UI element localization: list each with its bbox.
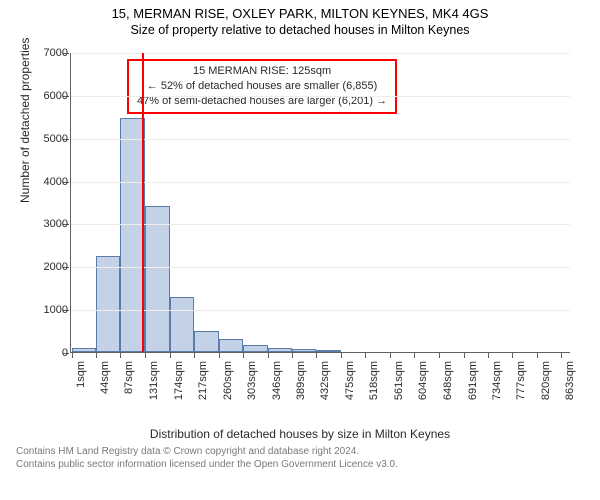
x-tick-label: 777sqm	[515, 361, 527, 409]
y-tick-label: 3000	[44, 218, 68, 230]
x-tick-label: 820sqm	[540, 361, 552, 409]
x-tick-label: 734sqm	[491, 361, 503, 409]
chart-container: Number of detached properties 15 MERMAN …	[20, 43, 580, 423]
x-tick-label: 432sqm	[319, 361, 331, 409]
x-tick-label: 217sqm	[197, 361, 209, 409]
gridline	[71, 139, 570, 140]
x-tick-label: 174sqm	[173, 361, 185, 409]
y-axis-label: Number of detached properties	[18, 38, 32, 203]
footer-line: Contains public sector information licen…	[16, 458, 592, 471]
gridline	[71, 267, 570, 268]
x-tick	[145, 353, 146, 358]
marker-info-box: 15 MERMAN RISE: 125sqm ← 52% of detached…	[127, 59, 397, 114]
x-tick-label: 131sqm	[148, 361, 160, 409]
gridline	[71, 224, 570, 225]
x-tick	[341, 353, 342, 358]
gridline	[71, 96, 570, 97]
y-tick-label: 2000	[44, 261, 68, 273]
x-tick-label: 648sqm	[442, 361, 454, 409]
histogram-bar	[194, 331, 218, 352]
page-subtitle: Size of property relative to detached ho…	[8, 23, 592, 37]
x-tick	[414, 353, 415, 358]
x-tick	[170, 353, 171, 358]
x-tick	[316, 353, 317, 358]
x-tick-label: 518sqm	[368, 361, 380, 409]
x-tick	[72, 353, 73, 358]
x-tick	[268, 353, 269, 358]
x-tick	[512, 353, 513, 358]
x-tick-label: 1sqm	[75, 361, 87, 409]
footer-attribution: Contains HM Land Registry data © Crown c…	[8, 445, 592, 471]
x-tick-label: 303sqm	[246, 361, 258, 409]
x-tick-label: 561sqm	[393, 361, 405, 409]
gridline	[71, 310, 570, 311]
x-tick	[120, 353, 121, 358]
x-tick	[365, 353, 366, 358]
histogram-bar	[316, 350, 340, 352]
y-tick-label: 7000	[44, 47, 68, 59]
x-tick-label: 691sqm	[467, 361, 479, 409]
x-tick-label: 87sqm	[123, 361, 135, 409]
x-tick	[194, 353, 195, 358]
x-tick-label: 863sqm	[564, 361, 576, 409]
x-tick-label: 260sqm	[222, 361, 234, 409]
x-tick	[464, 353, 465, 358]
page-title: 15, MERMAN RISE, OXLEY PARK, MILTON KEYN…	[8, 6, 592, 21]
histogram-bar	[145, 206, 169, 352]
y-tick-label: 0	[62, 347, 68, 359]
y-tick-label: 4000	[44, 176, 68, 188]
x-tick	[390, 353, 391, 358]
x-tick	[561, 353, 562, 358]
info-line: 15 MERMAN RISE: 125sqm	[137, 64, 387, 79]
y-tick-label: 6000	[44, 90, 68, 102]
footer-line: Contains HM Land Registry data © Crown c…	[16, 445, 592, 458]
x-tick-label: 604sqm	[417, 361, 429, 409]
x-tick	[488, 353, 489, 358]
histogram-bar	[219, 339, 243, 352]
marker-line	[142, 53, 144, 352]
x-tick-label: 44sqm	[99, 361, 111, 409]
x-tick-label: 475sqm	[344, 361, 356, 409]
gridline	[71, 53, 570, 54]
x-axis-label: Distribution of detached houses by size …	[8, 427, 592, 441]
histogram-bar	[72, 348, 96, 352]
histogram-bar	[170, 297, 194, 352]
x-tick	[537, 353, 538, 358]
x-tick	[439, 353, 440, 358]
histogram-bar	[96, 256, 120, 352]
info-line: ← 52% of detached houses are smaller (6,…	[137, 79, 387, 94]
y-tick-label: 5000	[44, 133, 68, 145]
histogram-bar	[292, 349, 316, 352]
x-tick	[292, 353, 293, 358]
x-tick-label: 346sqm	[271, 361, 283, 409]
plot-area: 15 MERMAN RISE: 125sqm ← 52% of detached…	[70, 53, 570, 353]
x-tick	[219, 353, 220, 358]
gridline	[71, 182, 570, 183]
x-tick	[96, 353, 97, 358]
histogram-bar	[243, 345, 267, 352]
histogram-bar	[268, 348, 292, 352]
x-tick	[243, 353, 244, 358]
x-tick-label: 389sqm	[295, 361, 307, 409]
y-tick-label: 1000	[44, 304, 68, 316]
